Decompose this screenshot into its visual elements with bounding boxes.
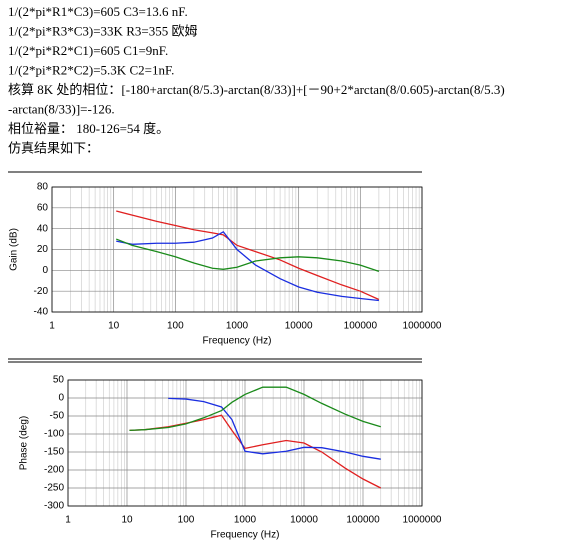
x-tick-label: 1000 [234,515,257,526]
y-tick-label: -50 [50,411,65,422]
y-tick-label: 0 [42,265,48,276]
x-tick-label: 10000 [290,515,318,526]
x-axis-label: Frequency (Hz) [203,336,272,347]
doc-line: 1/(2*pi*R3*C3)=33K R3=355 欧姆 [8,24,197,39]
y-tick-label: 0 [58,393,64,404]
y-tick-label: -250 [44,483,64,494]
x-tick-label: 100 [167,321,184,332]
x-tick-label: 1000 [226,321,249,332]
x-tick-label: 100 [178,515,195,526]
doc-line: 仿真结果如下： [8,141,99,156]
x-tick-label: 10 [108,321,120,332]
x-tick-label: 1000000 [403,515,442,526]
x-tick-label: 100000 [346,515,380,526]
y-tick-label: -20 [34,286,49,297]
doc-line: 相位裕量： 180-126=54 度。 [8,121,169,136]
plot-frame [51,186,423,313]
doc-line: 1/(2*pi*R2*C1)=605 C1=9nF. [8,43,168,58]
doc-line: 核算 8K 处的相位：[-180+arctan(8/5.3)-arctan(8/… [8,82,505,97]
y-tick-label: 80 [37,182,49,193]
y-tick-label: 60 [37,202,49,213]
x-tick-label: 1 [65,515,71,526]
x-tick-label: 1 [49,321,55,332]
series-line [168,397,381,460]
x-tick-label: 10000 [285,321,313,332]
y-tick-label: -200 [44,465,64,476]
y-tick-label: -300 [44,501,64,512]
doc-line: 1/(2*pi*R2*C2)=5.3K C2=1nF. [8,63,174,78]
y-tick-label: -40 [34,307,49,318]
x-axis-label: Frequency (Hz) [211,530,280,541]
x-tick-label: 1000000 [403,321,442,332]
y-axis-label: Phase (deg) [19,416,30,470]
doc-line: -arctan(8/33)]=-126. [8,102,115,117]
x-tick-label: 100000 [344,321,378,332]
x-tick-label: 10 [121,515,133,526]
y-tick-label: -150 [44,447,64,458]
doc-line: 1/(2*pi*R1*C3)=605 C3=13.6 nF. [8,4,188,19]
y-tick-label: -100 [44,429,64,440]
series-line [129,414,382,489]
y-axis-label: Gain (dB) [9,228,20,271]
plot-frame [67,379,423,507]
series-line [116,210,380,301]
y-tick-label: 50 [53,375,65,386]
y-tick-label: 40 [37,223,49,234]
y-tick-label: 20 [37,244,49,255]
series-line [129,386,381,432]
series-line [115,238,380,272]
series-line [116,230,379,302]
